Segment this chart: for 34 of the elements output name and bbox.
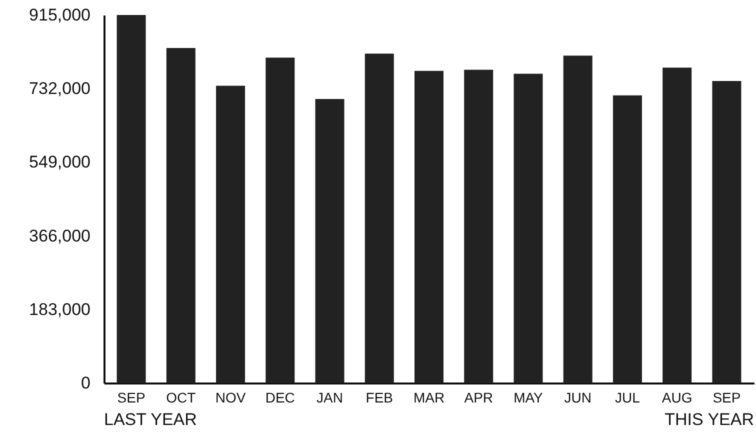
text: LAST YEAR	[104, 410, 197, 430]
x-tick-label: SEP	[712, 390, 741, 406]
bar	[216, 86, 246, 383]
bar	[612, 95, 642, 383]
bar	[464, 70, 494, 383]
y-tick-label: 0	[81, 374, 90, 392]
x-tick-label: MAR	[413, 390, 445, 406]
bar	[563, 56, 592, 383]
x-tick-label: JAN	[316, 390, 343, 406]
x-tick-label: JUN	[564, 390, 592, 406]
bar	[364, 54, 394, 383]
bar	[315, 99, 344, 383]
y-tick-label: 732,000	[29, 79, 90, 98]
x-tick-label: MAY	[514, 390, 544, 406]
y-tick-label: 183,000	[29, 300, 90, 319]
bar	[514, 74, 543, 383]
bar	[414, 70, 444, 383]
y-tick-label: 549,000	[29, 152, 90, 172]
bar	[712, 80, 742, 383]
x-tick-label: AUG	[662, 390, 692, 406]
bar	[662, 68, 692, 383]
bar	[116, 15, 146, 383]
x-tick-label: SEP	[117, 390, 146, 406]
x-tick-label: OCT	[166, 390, 196, 406]
text: THIS YEAR	[664, 410, 754, 430]
y-tick-label: 366,000	[29, 226, 90, 246]
y-tick-label: 915,000	[29, 6, 90, 24]
bar	[266, 58, 295, 383]
x-tick-label: FEB	[366, 390, 393, 406]
x-tick-label: APR	[464, 390, 494, 406]
x-tick-label: NOV	[215, 390, 246, 406]
x-tick-label: DEC	[265, 390, 295, 406]
x-tick-label: JUL	[615, 390, 640, 406]
bar	[166, 48, 196, 383]
